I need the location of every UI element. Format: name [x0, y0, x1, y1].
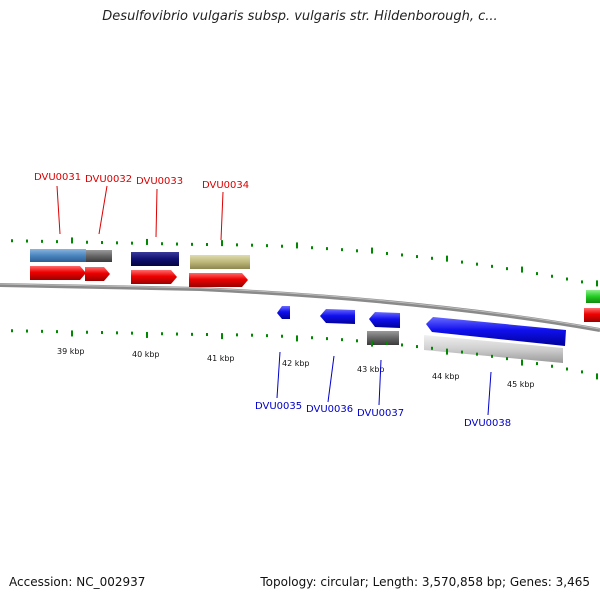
gene-label-dvu0033[interactable]: DVU0033	[136, 176, 183, 187]
genome-summary-text: Topology: circular; Length: 3,570,858 bp…	[260, 575, 590, 589]
gene-label-dvu0038[interactable]: DVU0038	[464, 418, 511, 429]
gene-label-dvu0031[interactable]: DVU0031	[34, 172, 81, 183]
feature-dvu0038-cds[interactable]	[424, 335, 563, 363]
gene-label-dvu0037[interactable]: DVU0037	[357, 408, 404, 419]
leader-dvu0032	[98, 185, 108, 235]
scale-label-42kbp: 42 kbp	[282, 359, 310, 368]
gene-arrow-dvu0035[interactable]	[277, 306, 290, 319]
leader-dvu0037	[378, 359, 382, 406]
leader-dvu0035	[276, 351, 281, 399]
gene-label-dvu0034[interactable]: DVU0034	[202, 180, 249, 191]
gene-arrow-next[interactable]	[584, 308, 600, 322]
gene-arrow-dvu0033[interactable]	[131, 270, 177, 284]
leader-dvu0036	[327, 355, 335, 403]
scale-label-41kbp: 41 kbp	[207, 354, 235, 363]
leader-dvu0038	[487, 371, 492, 416]
gene-arrow-dvu0037[interactable]	[369, 312, 400, 328]
feature-dvu0037-cds[interactable]	[367, 331, 399, 345]
gene-arrow-dvu0036[interactable]	[320, 309, 355, 324]
map-title: Desulfovibrio vulgaris subsp. vulgaris s…	[102, 9, 498, 24]
accession-text: Accession: NC_002937	[9, 575, 146, 589]
feature-dvu0031-cds[interactable]	[30, 249, 86, 262]
leader-dvu0034	[220, 191, 224, 241]
scale-label-39kbp: 39 kbp	[57, 347, 85, 356]
genome-backbone	[0, 283, 600, 332]
gene-arrow-dvu0038[interactable]	[426, 317, 566, 346]
reverse-tick-marks	[11, 329, 598, 380]
genome-backbone-highlight	[0, 283, 600, 330]
reverse-gene-labels: DVU0035 DVU0036 DVU0037 DVU0038	[255, 351, 511, 429]
feature-dvu0034-cds[interactable]	[190, 255, 250, 269]
gene-label-dvu0035[interactable]: DVU0035	[255, 401, 302, 412]
forward-tick-marks	[11, 237, 598, 287]
scale-label-44kbp: 44 kbp	[432, 372, 460, 381]
feature-dvu0032-cds[interactable]	[86, 250, 112, 262]
gene-arrow-dvu0032[interactable]	[85, 267, 110, 281]
scale-label-40kbp: 40 kbp	[132, 350, 160, 359]
forward-gene-labels: DVU0031 DVU0032 DVU0033 DVU0034	[34, 172, 249, 241]
feature-next-cds[interactable]	[586, 290, 600, 303]
scale-label-43kbp: 43 kbp	[357, 365, 385, 374]
gene-arrow-dvu0031[interactable]	[30, 266, 86, 280]
leader-dvu0031	[56, 185, 61, 235]
scale-label-45kbp: 45 kbp	[507, 380, 535, 389]
gene-label-dvu0032[interactable]: DVU0032	[85, 174, 132, 185]
scale-labels: 39 kbp 40 kbp 41 kbp 42 kbp 43 kbp 44 kb…	[57, 347, 535, 389]
leader-dvu0033	[155, 188, 158, 238]
feature-dvu0033-cds[interactable]	[131, 252, 179, 266]
gene-arrow-dvu0034[interactable]	[189, 273, 248, 287]
gene-label-dvu0036[interactable]: DVU0036	[306, 404, 353, 415]
